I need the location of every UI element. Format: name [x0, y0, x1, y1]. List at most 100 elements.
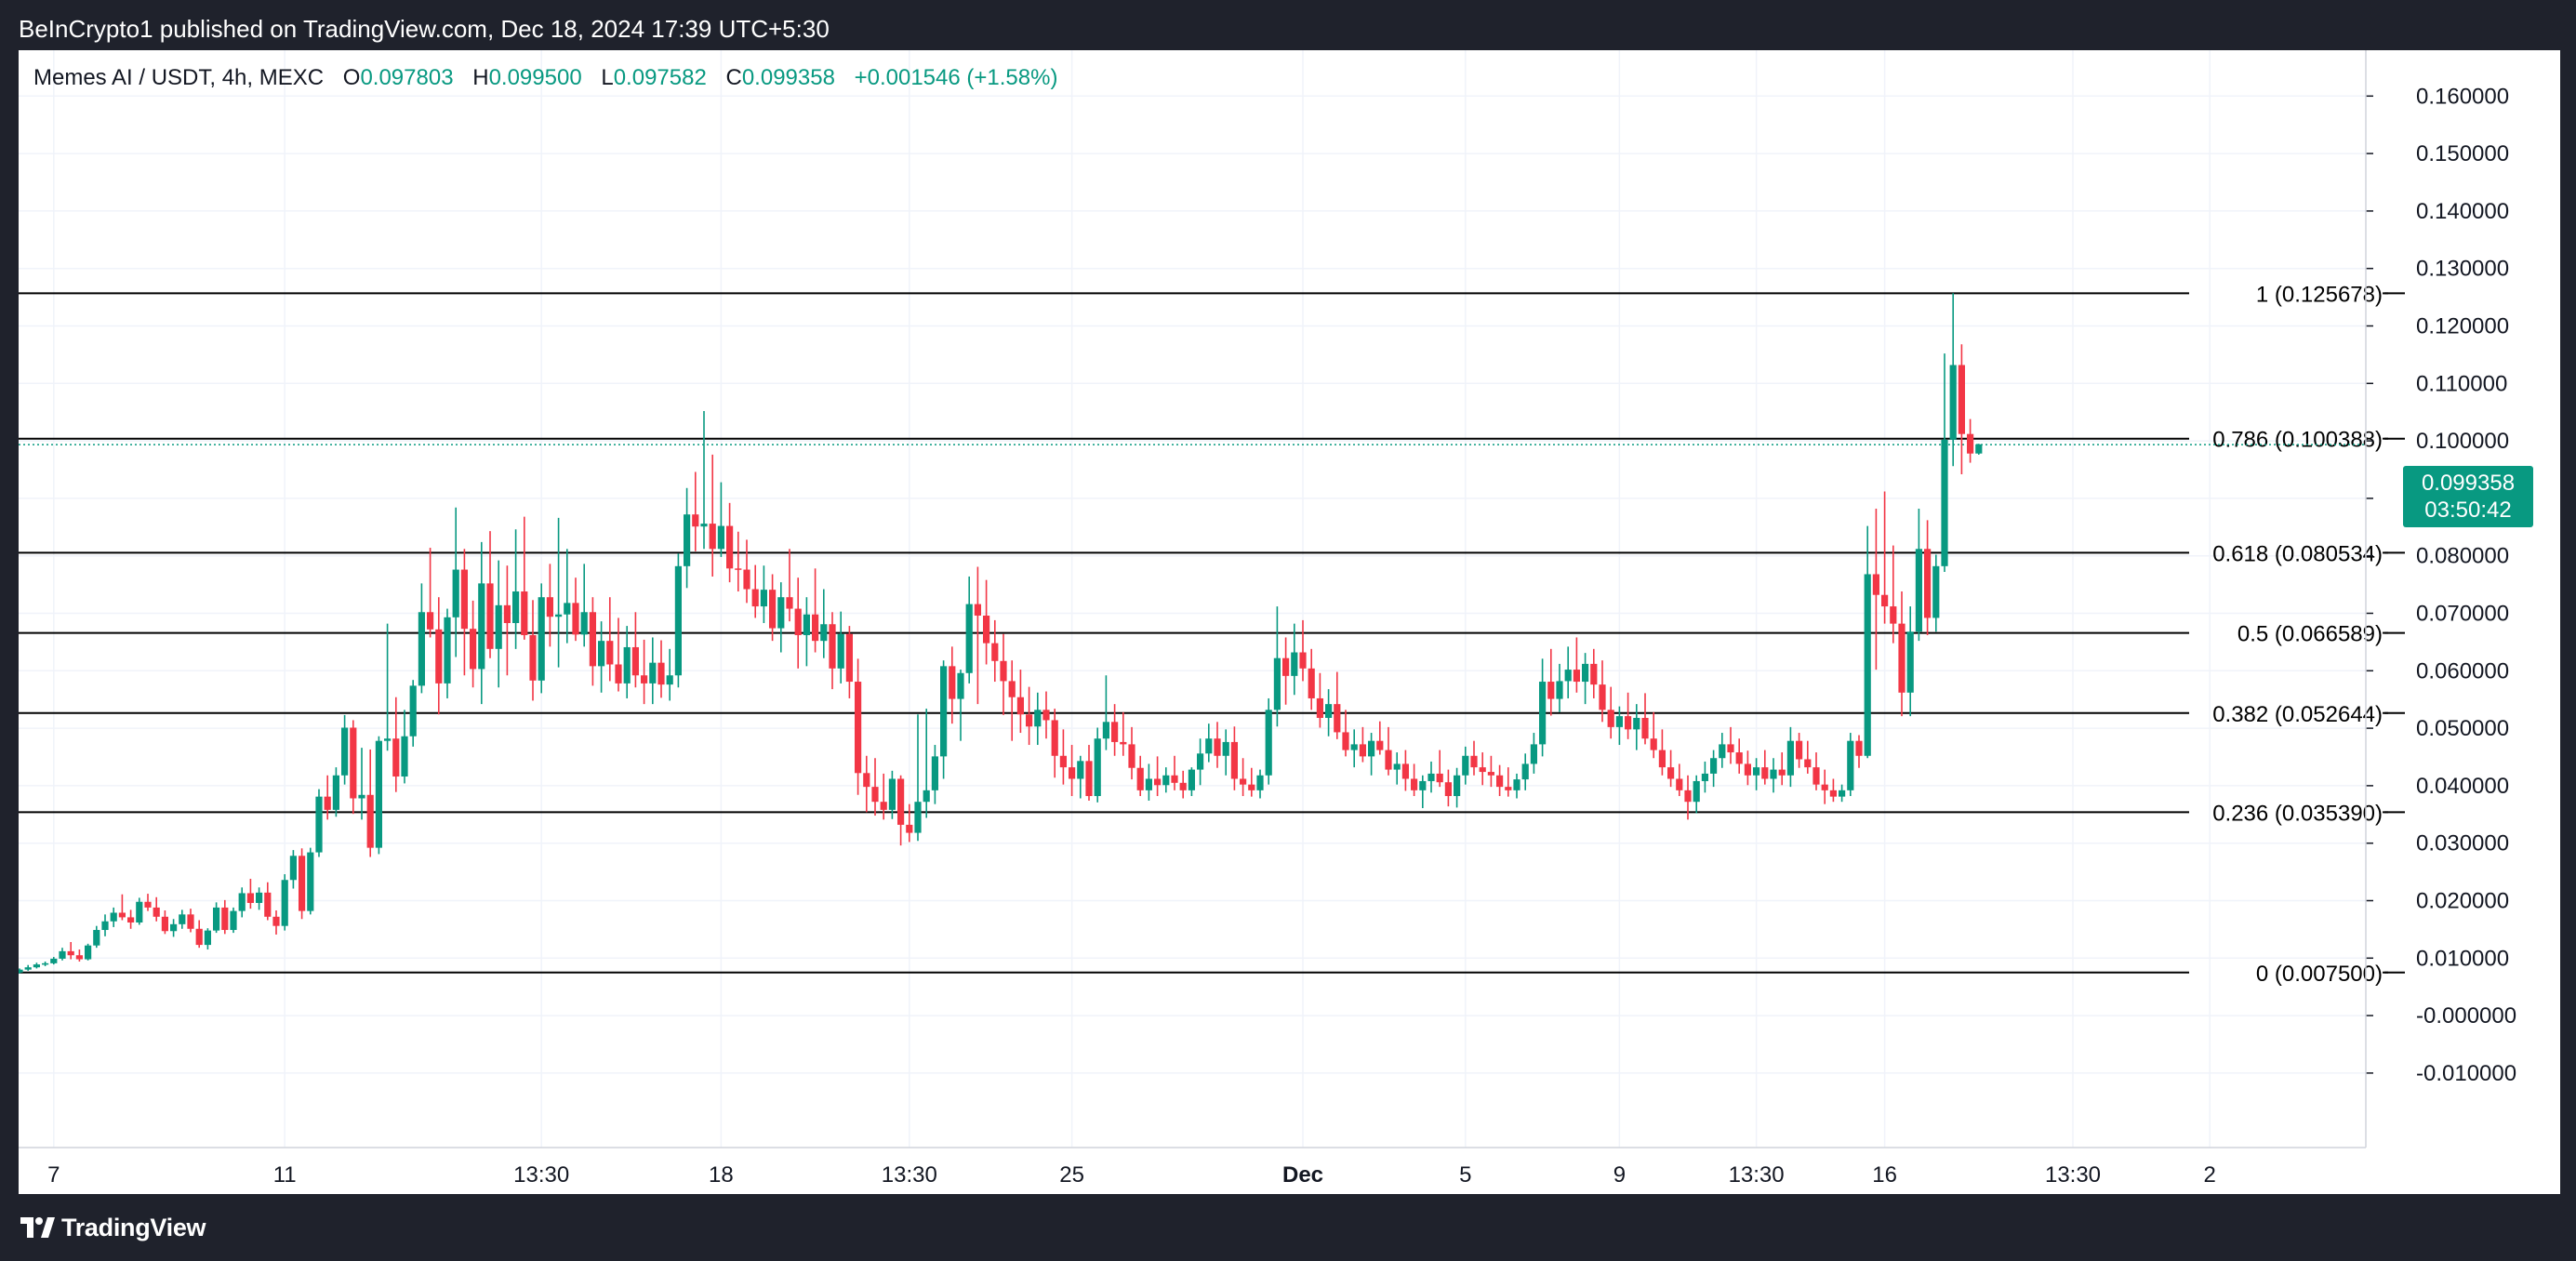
candle-body — [1308, 668, 1315, 698]
candle-body — [1368, 740, 1375, 757]
candle-body — [1419, 780, 1427, 790]
candle-body — [246, 893, 254, 903]
candle-body — [1291, 652, 1298, 676]
tradingview-logo-icon[interactable] — [19, 1215, 56, 1240]
ohlc-legend: Memes AI / USDT, 4h, MEXC O0.097803 H0.0… — [33, 65, 1057, 91]
candle-body — [598, 641, 605, 667]
candle-body — [1154, 778, 1162, 786]
candle-body — [1915, 549, 1922, 632]
low-value: 0.097582 — [613, 65, 707, 90]
candle-body — [1444, 782, 1452, 797]
candle-body — [751, 589, 759, 607]
candle-body — [1496, 775, 1504, 788]
candle-body — [1582, 663, 1589, 683]
candle-body — [1282, 657, 1290, 676]
candle-body — [641, 675, 648, 684]
candle-body — [580, 612, 588, 635]
candle-body — [1085, 761, 1093, 797]
candle-body — [760, 590, 767, 607]
y-tick-label: 0.120000 — [2416, 314, 2509, 339]
y-tick-label: 0.130000 — [2416, 257, 2509, 282]
candle-body — [1967, 433, 1974, 454]
candle-body — [1847, 740, 1854, 790]
y-tick-label: 0.110000 — [2416, 371, 2507, 396]
candle-body — [1487, 772, 1494, 776]
symbol-label[interactable]: Memes AI / USDT, 4h, MEXC — [33, 65, 325, 90]
candle-body — [1821, 784, 1828, 790]
candle-body — [1881, 594, 1889, 607]
candle-body — [1000, 660, 1007, 682]
candle-body — [358, 794, 365, 799]
candle-body — [272, 916, 280, 926]
candle-body — [949, 666, 956, 699]
candle-body — [1633, 717, 1640, 730]
candle-body — [726, 525, 734, 569]
x-tick-label: 13:30 — [513, 1162, 569, 1188]
candle-body — [85, 945, 92, 960]
candle-body — [50, 958, 58, 963]
candle-body — [1214, 738, 1221, 756]
candle-body — [564, 603, 571, 615]
candle-body — [974, 604, 981, 616]
candle-body — [1094, 738, 1101, 797]
candle-body — [1735, 752, 1743, 764]
candle-body — [59, 950, 66, 959]
candle-body — [1684, 790, 1692, 803]
candle-body — [427, 612, 434, 630]
y-tick-label: 0.150000 — [2416, 141, 2509, 166]
x-tick-label: 13:30 — [2045, 1162, 2101, 1188]
chart-area[interactable]: 1 (0.125678) 0.786 (0.100388) 0.618 (0.080… — [19, 50, 2560, 1194]
candle-body — [786, 597, 793, 609]
change-value: +0.001546 (+1.58%) — [854, 65, 1058, 90]
candle-body — [1411, 778, 1418, 790]
candle-body — [67, 950, 74, 956]
candle-body — [1573, 670, 1580, 683]
candle-body — [837, 633, 844, 669]
candle-body — [1059, 755, 1067, 768]
candle-body — [1111, 722, 1119, 742]
candle-body — [1008, 681, 1016, 697]
candle-body — [136, 901, 143, 923]
candlestick-chart[interactable]: 1 (0.125678) 0.786 (0.100388) 0.618 (0.080… — [19, 50, 2560, 1194]
candle-body — [1872, 574, 1879, 595]
candle-body — [1941, 439, 1948, 566]
candle-body — [615, 664, 622, 684]
candle-body — [1710, 758, 1718, 774]
fib-level-label: 0.236 (0.035390) — [2212, 801, 2383, 826]
candle-body — [170, 923, 178, 932]
x-tick-label: 11 — [273, 1162, 297, 1188]
footer: TradingView — [0, 1194, 2576, 1261]
candle-body — [264, 892, 272, 917]
low-label: L — [601, 65, 614, 90]
candle-body — [460, 569, 468, 630]
fib-retracement: 1 (0.125678) 0.786 (0.100388) 0.618 (0.080… — [19, 282, 2405, 987]
candle-body — [1393, 763, 1401, 770]
candle-body — [521, 591, 528, 635]
candle-body — [1521, 763, 1529, 780]
open-label: O — [342, 65, 361, 90]
candle-body — [657, 662, 665, 685]
candle-body — [392, 738, 400, 777]
candle-body — [1564, 670, 1572, 682]
candle-body — [1325, 704, 1333, 718]
x-tick-label: Dec — [1282, 1162, 1323, 1188]
x-tick-label: 9 — [1613, 1162, 1626, 1188]
y-tick-label: -0.000000 — [2416, 1003, 2516, 1029]
candle-body — [1949, 365, 1957, 440]
candle-body — [957, 672, 964, 699]
x-tick-label: 18 — [709, 1162, 734, 1188]
candle-body — [931, 756, 938, 790]
candle-body — [195, 928, 203, 946]
candle-body — [452, 569, 459, 617]
y-tick-label: 0.070000 — [2416, 602, 2509, 627]
candle-body — [1786, 740, 1794, 776]
y-tick-label: 0.170000 — [2416, 50, 2509, 52]
candles — [19, 293, 1983, 974]
candle-body — [623, 646, 631, 684]
candle-body — [965, 604, 973, 673]
candle-body — [101, 921, 109, 931]
candle-body — [794, 608, 802, 635]
brand-name[interactable]: TradingView — [61, 1213, 206, 1241]
candle-body — [1770, 769, 1777, 779]
candle-body — [1401, 763, 1409, 779]
